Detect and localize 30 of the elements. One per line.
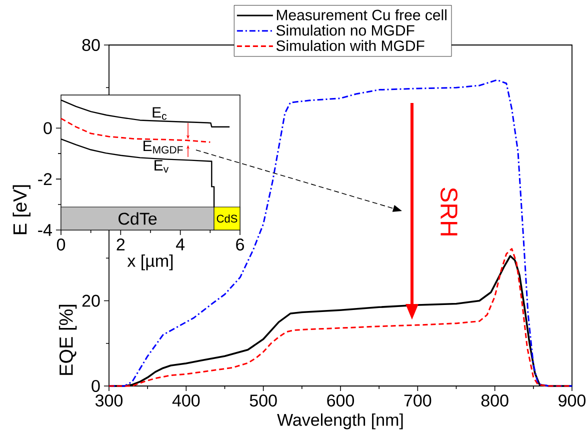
- series-label: E$_{c}$: [152, 107, 167, 120]
- y-axis-title: EQE [%]: [58, 304, 77, 375]
- y-tick-label: 80: [82, 38, 100, 52]
- y-axis-title: E [eV]: [12, 185, 30, 234]
- x-tick-label: 700: [404, 394, 432, 407]
- y-tick-label: 0: [92, 380, 100, 392]
- x-tick-label: 800: [481, 394, 508, 407]
- x-tick-label: 600: [327, 394, 354, 407]
- x-tick-label: 2: [116, 238, 125, 250]
- x-tick-label: 300: [95, 394, 123, 407]
- y-tick-label: 0: [44, 122, 52, 134]
- legend-label: Measurement Cu free cell: [276, 9, 446, 20]
- x-tick-label: 400: [172, 394, 200, 407]
- x-tick-label: 0: [56, 238, 66, 251]
- band-label: CdS: [216, 214, 238, 223]
- y-tick-label: 20: [82, 294, 100, 307]
- x-axis-title: Wavelength [nm]: [277, 413, 403, 430]
- y-tick-label: -4: [38, 224, 52, 236]
- y-tick-label: -2: [38, 173, 52, 185]
- x-tick-label: 6: [236, 238, 244, 251]
- series-label: E$_{v}$: [154, 160, 169, 173]
- x-tick-label: 4: [176, 238, 185, 250]
- x-tick-label: 900: [558, 394, 586, 407]
- x-tick-label: 500: [250, 394, 277, 407]
- legend-label: E$_{MGDF}$: [144, 140, 183, 154]
- legend-label: Simulation with MGDF: [276, 40, 424, 52]
- x-axis-title: x [µm]: [127, 254, 173, 270]
- legend-label: Simulation no MGDF: [276, 24, 414, 36]
- annotation: SRH: [440, 188, 458, 236]
- band-label: CdTe: [118, 212, 157, 225]
